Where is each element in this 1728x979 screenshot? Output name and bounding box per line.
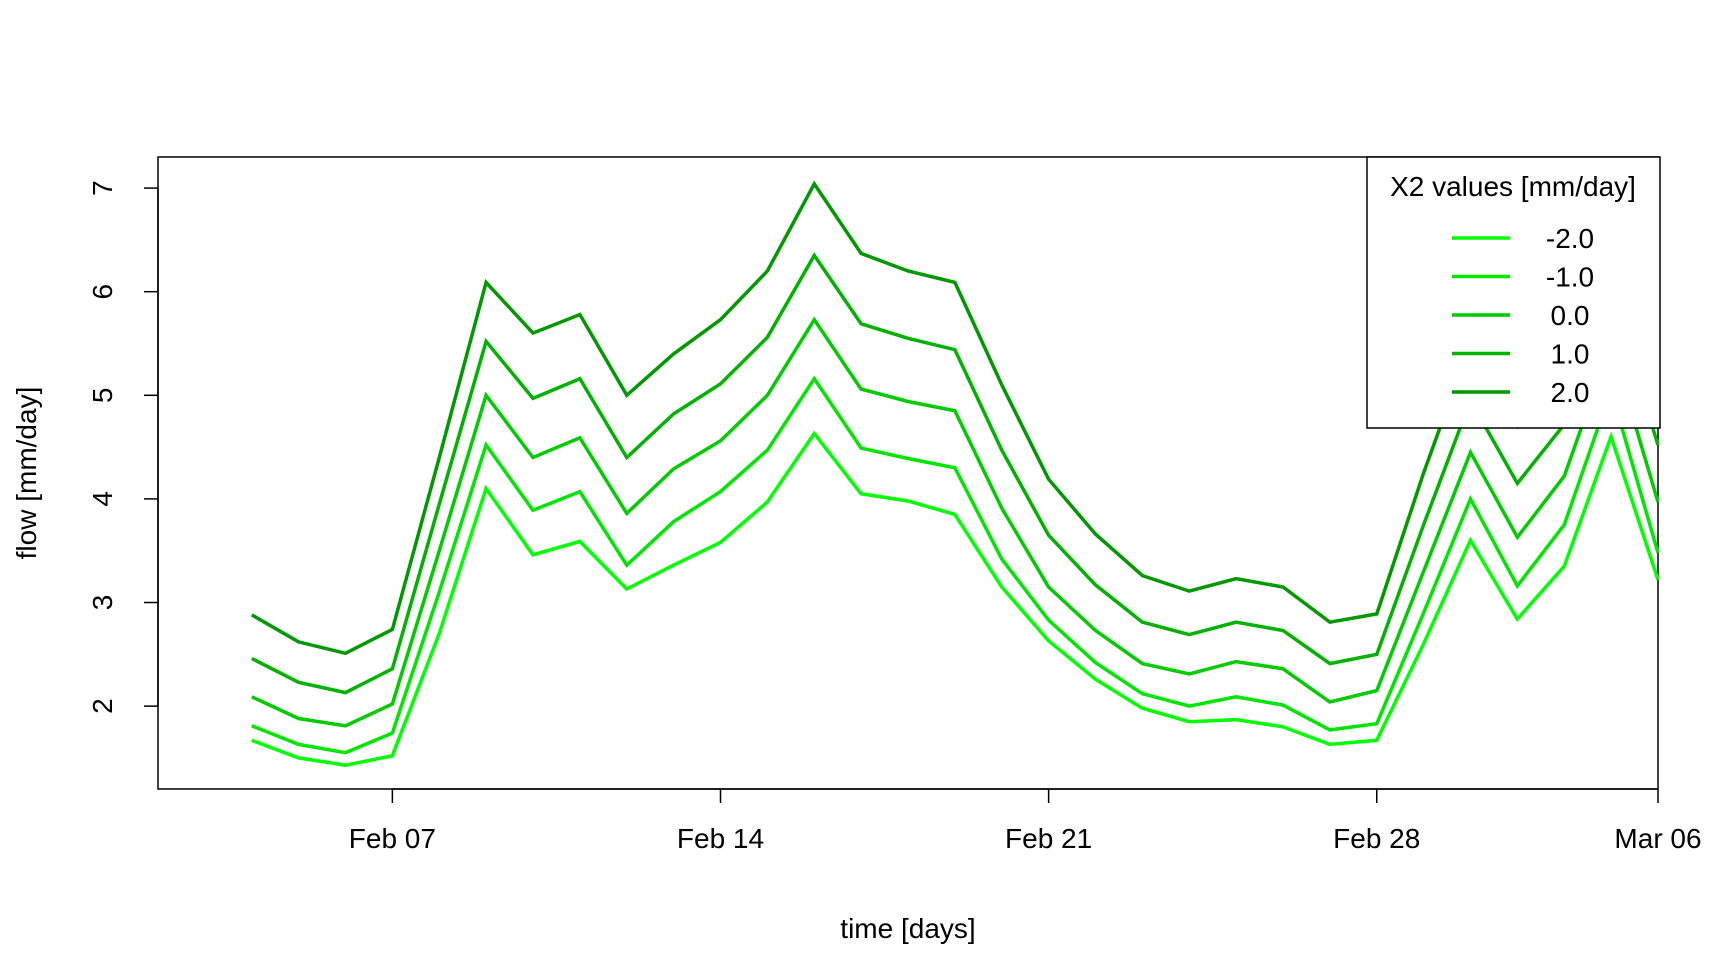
y-axis: 2 3 4 5 6 7 flow [mm/day]	[11, 180, 159, 714]
y-ticks: 2 3 4 5 6 7	[87, 180, 158, 714]
x-ticks: Feb 07 Feb 14 Feb 21 Feb 28 Mar 06	[349, 789, 1702, 854]
legend-title: X2 values [mm/day]	[1390, 171, 1636, 202]
legend-label: -1.0	[1546, 262, 1594, 293]
series-group	[250, 180, 1660, 767]
series-line	[250, 180, 1660, 656]
series-line	[251, 252, 1660, 695]
y-tick-label: 5	[87, 388, 118, 404]
y-tick-label: 3	[87, 595, 118, 611]
x-tick-label: Feb 07	[349, 823, 436, 854]
x-axis: Feb 07 Feb 14 Feb 21 Feb 28 Mar 06 time [day…	[349, 788, 1702, 944]
legend-box	[1366, 156, 1661, 429]
x-tick-label: Feb 14	[677, 823, 764, 854]
x-tick-label: Mar 06	[1614, 823, 1701, 854]
series-line	[251, 316, 1660, 728]
series-line	[251, 375, 1660, 755]
legend-label: 1.0	[1551, 339, 1590, 370]
series-line	[251, 430, 1660, 767]
x-tick-label: Feb 21	[1005, 823, 1092, 854]
legend-label: 0.0	[1551, 300, 1590, 331]
x-tick-label: Feb 28	[1333, 823, 1420, 854]
x-axis-label: time [days]	[840, 913, 975, 944]
y-tick-label: 4	[87, 491, 118, 507]
y-axis-label: flow [mm/day]	[11, 387, 42, 560]
y-tick-label: 2	[87, 698, 118, 714]
legend: X2 values [mm/day] -2.0 -1.0 0.0 1.0 2.0	[1366, 156, 1661, 429]
legend-label: 2.0	[1551, 377, 1590, 408]
y-tick-label: 6	[87, 284, 118, 300]
legend-items: -2.0 -1.0 0.0 1.0 2.0	[1452, 223, 1594, 408]
y-tick-label: 7	[87, 180, 118, 196]
legend-label: -2.0	[1546, 223, 1594, 254]
